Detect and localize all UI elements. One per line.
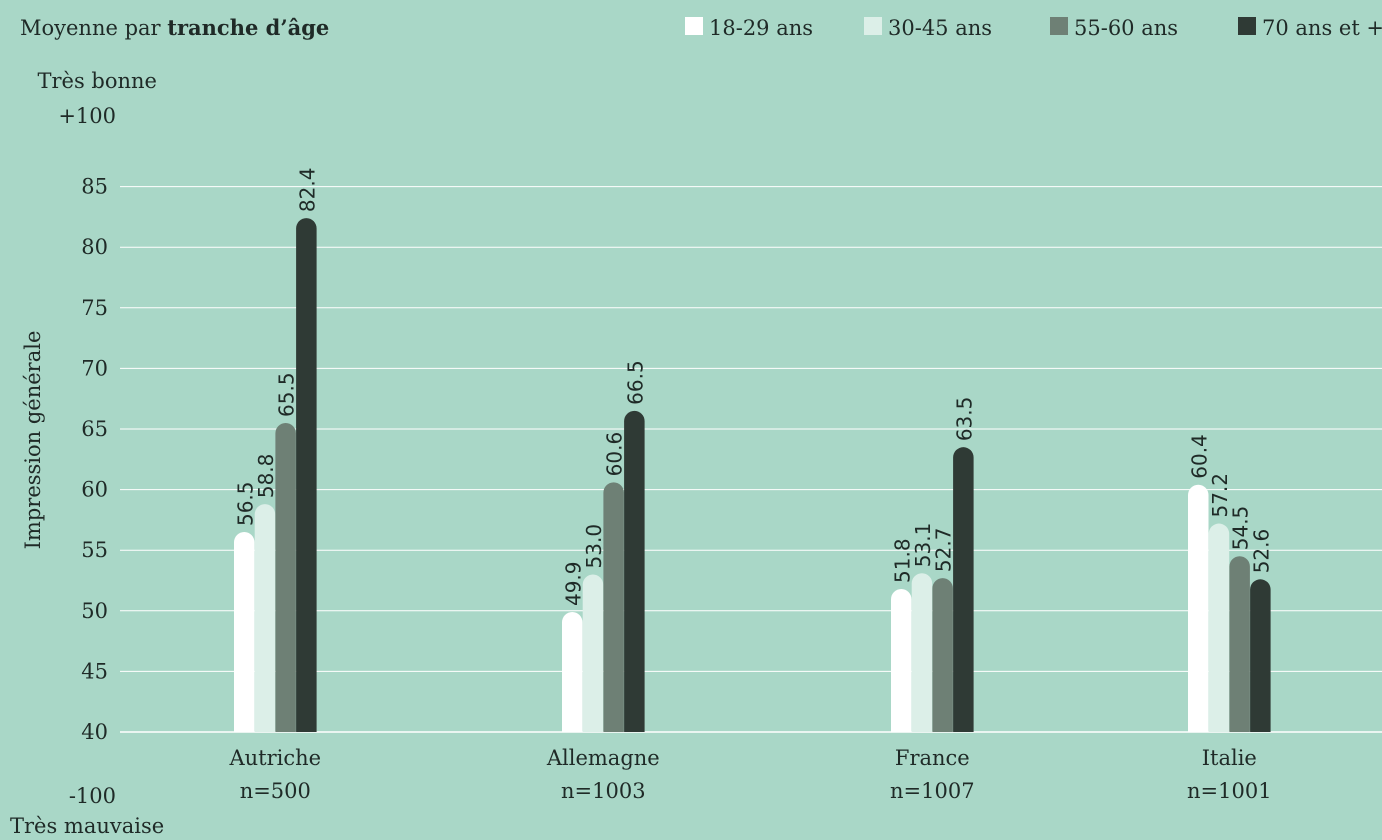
category-label: Autriche xyxy=(228,746,321,770)
bar xyxy=(603,482,624,732)
legend-label: 18-29 ans xyxy=(709,16,813,40)
y-tick-label: 75 xyxy=(81,296,108,320)
bar-value-label: 65.5 xyxy=(275,372,299,417)
chart-title: Moyenne par tranche d’âge xyxy=(20,15,329,40)
bar-value-label: 82.4 xyxy=(295,168,319,213)
legend: 18-29 ans 30-45 ans 55-60 ans 70 ans et + xyxy=(685,16,1382,40)
bar xyxy=(932,578,953,732)
y-tick-label: 80 xyxy=(81,235,108,259)
y-tick-label: 85 xyxy=(81,175,108,199)
bar xyxy=(1208,523,1230,732)
y-bottom-value-label: -100 xyxy=(69,784,116,808)
legend-label: 30-45 ans xyxy=(888,16,992,40)
y-tick-label: 40 xyxy=(81,720,108,744)
bar-value-label: 53.0 xyxy=(582,524,606,569)
y-tick-label: 70 xyxy=(81,356,108,380)
y-axis-label: Impression générale xyxy=(21,331,45,550)
bar-value-label: 54.5 xyxy=(1229,506,1253,551)
bar-value-label: 56.5 xyxy=(233,481,257,526)
bar xyxy=(911,573,933,732)
bar xyxy=(582,574,604,732)
bar-value-label: 52.6 xyxy=(1249,529,1273,574)
legend-label: 70 ans et + xyxy=(1262,16,1382,40)
category-label: Allemagne xyxy=(546,746,660,770)
bar xyxy=(562,612,583,732)
bar xyxy=(953,447,974,732)
y-tick-label: 55 xyxy=(81,538,108,562)
bar xyxy=(254,504,276,732)
legend-swatch xyxy=(685,17,703,35)
y-bottom-label: Très mauvaise xyxy=(10,814,164,836)
bar xyxy=(1250,579,1271,732)
bar-value-label: 52.7 xyxy=(932,528,956,573)
legend-item: 30-45 ans xyxy=(864,16,992,40)
bar xyxy=(275,422,296,732)
value-labels: 56.558.8 65.5 82.4 49.953.0 60.6 66.5 51.853.1… xyxy=(233,168,1273,606)
bar-value-label: 49.9 xyxy=(561,561,585,606)
category-label: Italie xyxy=(1202,746,1257,770)
y-top-label: Très bonne xyxy=(38,69,158,93)
y-top-value-label: +100 xyxy=(58,104,116,128)
bars xyxy=(234,218,1271,732)
bar-value-label: 60.4 xyxy=(1187,434,1211,479)
y-tick-label: 50 xyxy=(81,599,108,623)
legend-item: 55-60 ans xyxy=(1050,16,1178,40)
legend-swatch xyxy=(1238,17,1256,35)
bar-value-label: 63.5 xyxy=(952,397,976,442)
legend-item: 70 ans et + xyxy=(1238,16,1382,40)
category-sublabel: n=500 xyxy=(240,779,311,803)
y-tick-labels: 40 45 50 55 60 65 70 75 80 85 xyxy=(81,175,108,744)
x-tick-labels: Autriche n=500 Allemagne n=1003 France n=1007… xyxy=(228,746,1271,803)
legend-item: 18-29 ans xyxy=(685,16,813,40)
bar xyxy=(891,588,912,732)
bar xyxy=(1229,556,1250,732)
bar xyxy=(234,532,255,732)
bar-value-label: 57.2 xyxy=(1208,473,1232,518)
bar-value-label: 58.8 xyxy=(254,454,278,499)
bar-value-label: 53.1 xyxy=(911,523,935,568)
gridlines xyxy=(120,186,1382,733)
legend-swatch xyxy=(1050,17,1068,35)
bar xyxy=(296,218,317,732)
category-label: France xyxy=(895,746,970,770)
category-sublabel: n=1001 xyxy=(1187,779,1272,803)
bar xyxy=(1188,484,1209,732)
y-tick-label: 45 xyxy=(81,659,108,683)
bar-value-label: 60.6 xyxy=(603,432,627,477)
legend-swatch xyxy=(864,17,882,35)
y-tick-label: 65 xyxy=(81,417,108,441)
category-sublabel: n=1007 xyxy=(890,779,975,803)
category-sublabel: n=1003 xyxy=(561,779,646,803)
bar xyxy=(624,410,645,732)
bar-value-label: 66.5 xyxy=(623,360,647,405)
legend-label: 55-60 ans xyxy=(1074,16,1178,40)
y-tick-label: 60 xyxy=(81,478,108,502)
bar-value-label: 51.8 xyxy=(890,538,914,583)
